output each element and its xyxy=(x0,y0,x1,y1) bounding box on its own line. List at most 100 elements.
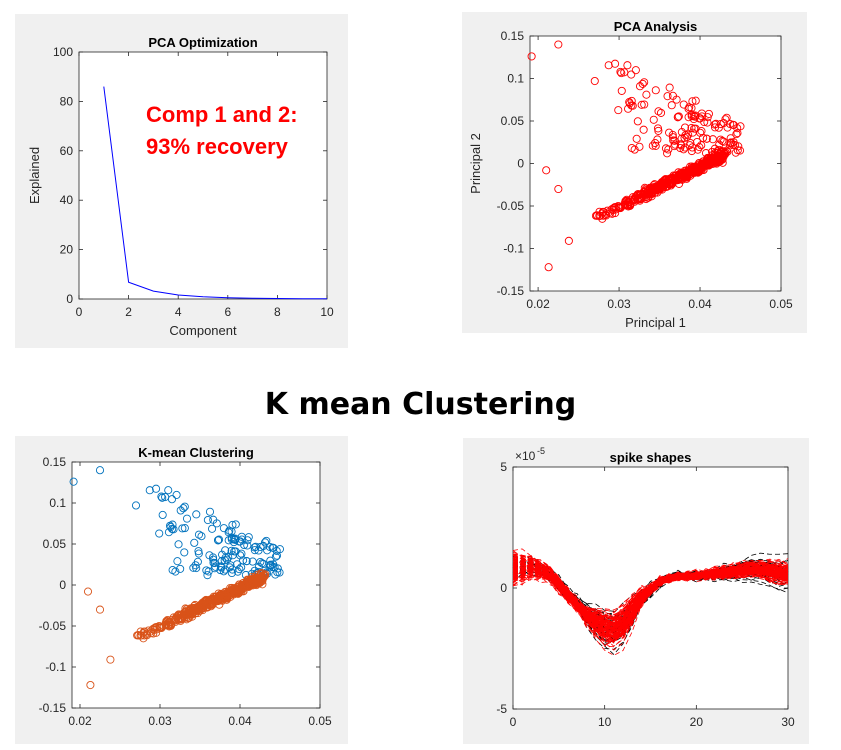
scatter-point xyxy=(667,101,676,110)
scatter-point xyxy=(719,151,728,160)
cluster-2-point xyxy=(166,621,175,630)
spike-waveform-red xyxy=(512,566,789,611)
cluster-1-point xyxy=(239,556,248,565)
scatter-point xyxy=(687,146,696,156)
scatter-point xyxy=(616,67,625,76)
scatter-point xyxy=(654,126,663,135)
cluster-2-point xyxy=(222,592,231,601)
scatter-point xyxy=(649,115,658,124)
scatter-point xyxy=(701,158,710,167)
scatter-point xyxy=(675,179,684,188)
scatter-point xyxy=(735,146,745,155)
cluster-1-point xyxy=(192,564,201,573)
plot-area xyxy=(78,51,328,300)
x-tick-label: 4 xyxy=(175,305,182,319)
scatter-point xyxy=(679,100,688,109)
cluster-1-point xyxy=(214,536,223,545)
x-tick-label: 0.03 xyxy=(607,297,631,311)
cluster-2-point xyxy=(255,571,264,580)
y-tick-label: 0 xyxy=(59,578,66,592)
x-tick-label: 0.04 xyxy=(228,714,252,728)
cluster-1-point xyxy=(235,537,244,546)
cluster-1-point xyxy=(269,543,278,552)
cluster-1-point xyxy=(212,519,221,528)
cluster-1-point xyxy=(258,559,267,568)
k-mean-clustering-chart: 0.02 0.03 0.04 0.05 -0.15 -0.1 -0.05 0 0.05 0.1 0.… xyxy=(39,445,332,728)
cluster-1-point xyxy=(157,492,166,501)
scatter-point xyxy=(542,166,551,175)
scatter-point xyxy=(699,165,708,174)
scatter-point xyxy=(718,136,727,146)
scatter-point xyxy=(726,138,735,148)
cluster-1-point xyxy=(266,556,275,565)
y-tick-label: -0.15 xyxy=(497,284,525,298)
scatter-point xyxy=(717,152,726,161)
scatter-point xyxy=(564,236,573,245)
scatter-point xyxy=(616,204,625,213)
cluster-2-point xyxy=(106,655,115,664)
cluster-2-point xyxy=(95,605,105,614)
x-tick-label: 0.02 xyxy=(526,297,550,311)
chart-title: spike shapes xyxy=(610,450,692,465)
cluster-1-point xyxy=(271,552,280,561)
scatter-point xyxy=(645,186,654,195)
scatter-point xyxy=(716,135,725,144)
scatter-point xyxy=(702,134,711,143)
cluster-1-point xyxy=(265,561,275,570)
x-tick-label: 20 xyxy=(690,715,704,729)
cluster-1-point xyxy=(151,484,161,493)
page-heading: K mean Clustering xyxy=(264,387,577,422)
scatter-point xyxy=(611,59,620,68)
cluster-2-point xyxy=(257,574,266,583)
scatter-point xyxy=(710,120,719,129)
scatter-point xyxy=(672,95,681,104)
cluster-1-point xyxy=(216,566,225,575)
x-axis-label: Principal 1 xyxy=(625,315,686,330)
cluster-1-point xyxy=(69,477,78,486)
scatter-point xyxy=(595,211,604,220)
scatter-point xyxy=(726,134,735,143)
cluster-1-point xyxy=(262,536,271,545)
cluster-1-point xyxy=(197,532,206,541)
cluster-1-point xyxy=(167,495,177,504)
cluster-2-point xyxy=(215,600,224,609)
cluster-2-point xyxy=(174,614,183,624)
cluster-2-point xyxy=(258,573,267,582)
cluster-1-point xyxy=(227,568,236,578)
scatter-point xyxy=(637,100,646,109)
cluster-1-point xyxy=(256,557,265,567)
pca-analysis-panel: 0.02 0.03 0.04 0.05 -0.15 -0.1 -0.05 0 0.05 0.1 0.… xyxy=(462,12,807,333)
cluster-2-point xyxy=(207,602,216,611)
cluster-1-point xyxy=(158,493,167,502)
scatter-point xyxy=(640,78,649,87)
scatter-point xyxy=(733,129,742,138)
y-tick-label: 0.05 xyxy=(501,114,525,128)
cluster-1-point xyxy=(180,548,189,557)
cluster-1-point xyxy=(244,533,253,542)
exponent-value: -5 xyxy=(537,446,545,456)
x-tick-label: 30 xyxy=(781,715,795,729)
cluster-1-point xyxy=(231,520,240,529)
spike-waveform-black xyxy=(512,569,789,636)
scatter-point xyxy=(642,188,651,198)
scatter-point xyxy=(688,143,697,152)
spike-shapes-panel: 0 10 20 30 -5 0 5 spike shapes ×10 -5 xyxy=(463,438,809,744)
scatter-point xyxy=(676,143,685,153)
spike-waveform-red xyxy=(512,556,789,632)
scatter-point xyxy=(632,134,641,143)
cluster-1-point xyxy=(251,542,260,551)
cluster-1-point xyxy=(273,564,282,573)
cluster-2-point xyxy=(227,589,236,598)
scatter-point xyxy=(653,124,663,133)
y-tick-label: 0.1 xyxy=(507,72,524,86)
scatter-point xyxy=(674,112,683,121)
spike-waveform-red xyxy=(512,569,789,656)
x-tick-label: 2 xyxy=(125,305,132,319)
scatter-point xyxy=(635,142,644,151)
cluster-1-point xyxy=(189,563,198,572)
x-tick-label: 0.02 xyxy=(68,714,92,728)
cluster-1-point xyxy=(192,510,201,519)
spike-waveform-red xyxy=(512,560,789,626)
scatter-point xyxy=(729,121,738,130)
